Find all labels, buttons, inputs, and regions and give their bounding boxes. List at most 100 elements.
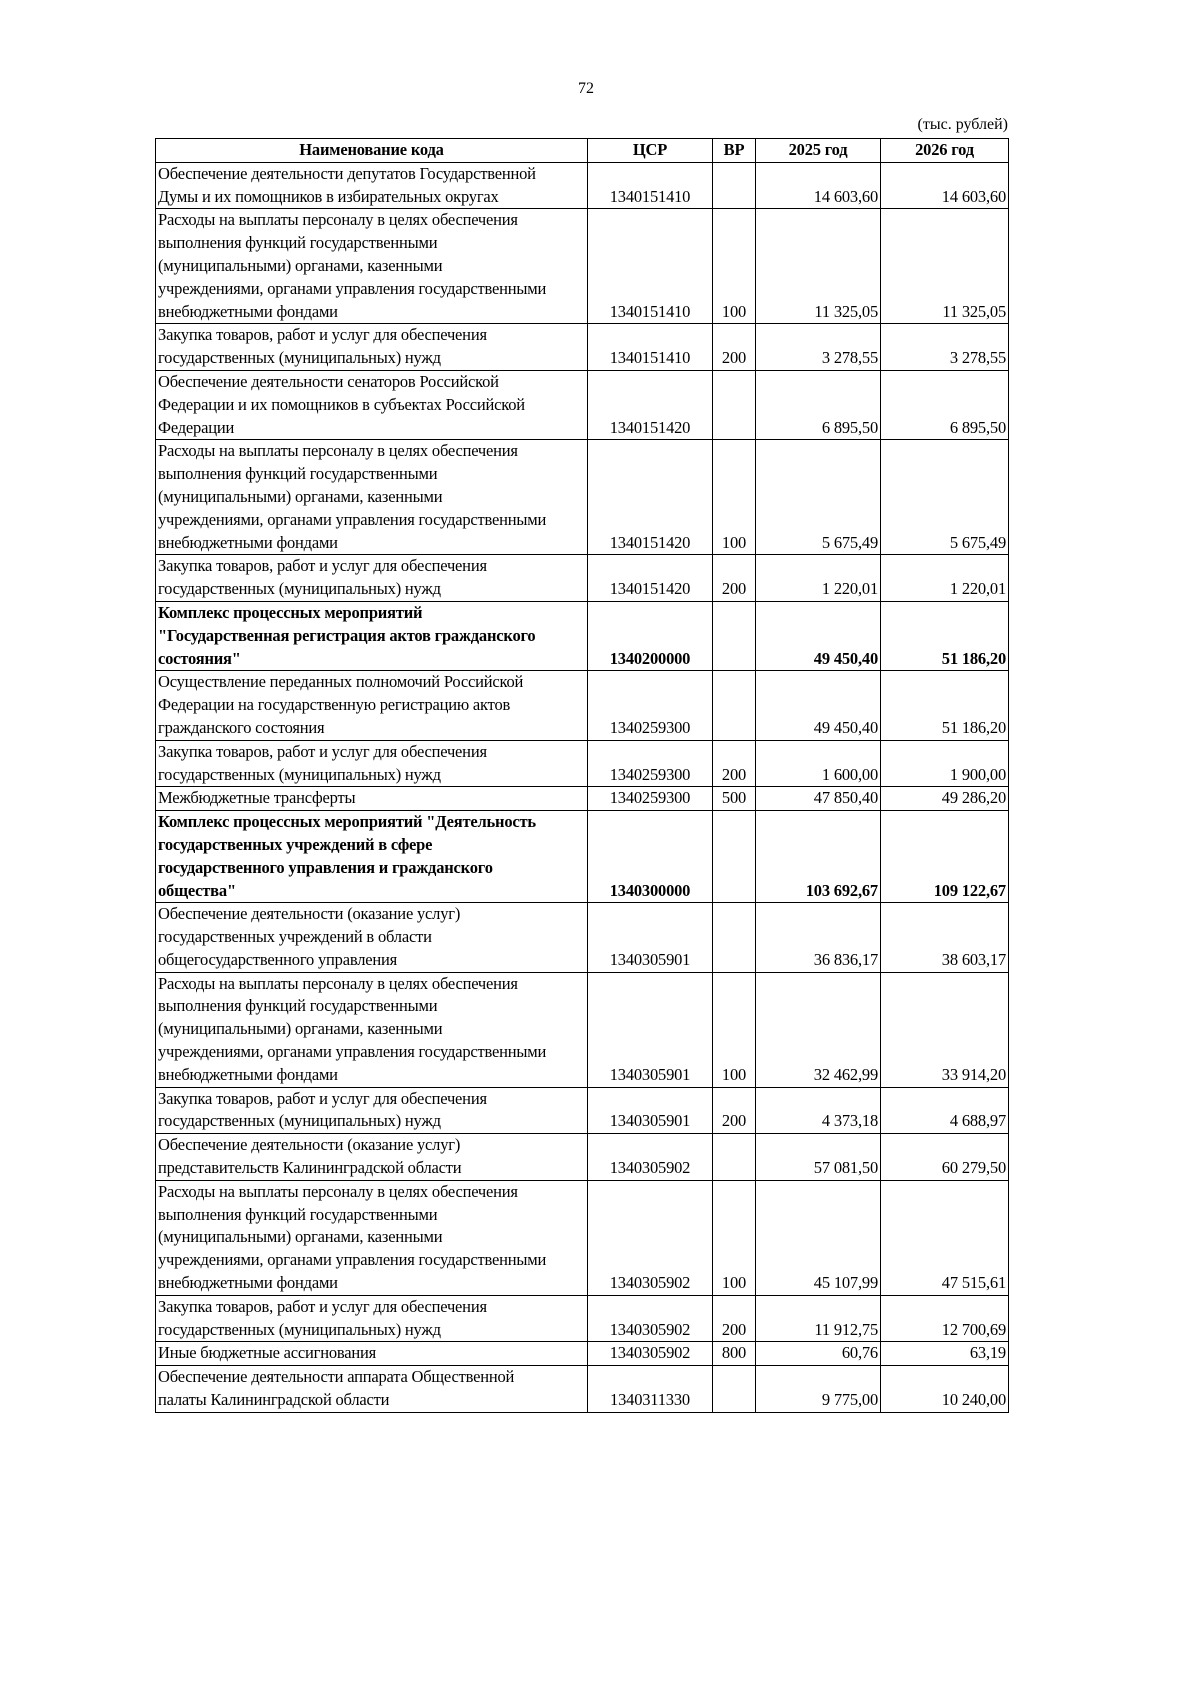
cell-2026: 5 675,49 (880, 439, 1009, 556)
cell-csr: 1340259300 (587, 786, 713, 812)
cell-name: Закупка товаров, работ и услуг для обесп… (155, 1294, 588, 1343)
cell-csr: 1340151410 (587, 208, 713, 325)
cell-vr: 800 (712, 1341, 756, 1367)
cell-name: Расходы на выплаты персоналу в целях обе… (155, 971, 588, 1088)
cell-name: Закупка товаров, работ и услуг для обесп… (155, 554, 588, 602)
cell-name: Межбюджетные трансферты (155, 786, 588, 812)
cell-csr: 1340305902 (587, 1341, 713, 1367)
cell-vr: 100 (712, 439, 756, 556)
cell-name: Расходы на выплаты персоналу в целях обе… (155, 208, 588, 325)
cell-csr: 1340151420 (587, 554, 713, 602)
cell-name: Закупка товаров, работ и услуг для обесп… (155, 739, 588, 788)
cell-2025: 3 278,55 (755, 323, 881, 371)
cell-2026: 51 186,20 (880, 670, 1009, 741)
cell-csr: 1340151410 (587, 323, 713, 371)
cell-2026: 38 603,17 (880, 902, 1009, 973)
table-row: Осуществление переданных полномочий Росс… (155, 670, 1009, 741)
table-row: Закупка товаров, работ и услуг для обесп… (155, 554, 1009, 602)
table-row: Обеспечение деятельности депутатов Госуд… (155, 161, 1009, 210)
cell-2025: 11 912,75 (755, 1294, 881, 1343)
cell-2026: 11 325,05 (880, 208, 1009, 325)
cell-2025: 49 450,40 (755, 670, 881, 741)
cell-name: Расходы на выплаты персоналу в целях обе… (155, 439, 588, 556)
cell-name: Осуществление переданных полномочий Росс… (155, 670, 588, 741)
cell-2025: 1 600,00 (755, 739, 881, 788)
header-name: Наименование кода (155, 138, 588, 163)
cell-csr: 1340305902 (587, 1133, 713, 1181)
cell-csr: 1340151420 (587, 439, 713, 556)
cell-csr: 1340305902 (587, 1179, 713, 1296)
cell-csr: 1340151420 (587, 369, 713, 441)
cell-2025: 32 462,99 (755, 971, 881, 1088)
table-row: Обеспечение деятельности сенаторов Росси… (155, 369, 1009, 441)
cell-name: Расходы на выплаты персоналу в целях обе… (155, 1179, 588, 1296)
table-row: Обеспечение деятельности (оказание услуг… (155, 902, 1009, 973)
cell-2025: 36 836,17 (755, 902, 881, 973)
cell-name: Комплекс процессных мероприятий "Государ… (155, 600, 588, 672)
cell-vr (712, 902, 756, 973)
cell-vr: 200 (712, 554, 756, 602)
cell-vr (712, 600, 756, 672)
cell-2025: 103 692,67 (755, 810, 881, 904)
table-row: Закупка товаров, работ и услуг для обесп… (155, 1086, 1009, 1135)
cell-2025: 57 081,50 (755, 1133, 881, 1181)
cell-vr: 200 (712, 1294, 756, 1343)
cell-csr: 1340200000 (587, 600, 713, 672)
table-row: Комплекс процессных мероприятий "Государ… (155, 600, 1009, 672)
cell-vr (712, 670, 756, 741)
cell-2025: 45 107,99 (755, 1179, 881, 1296)
cell-2025: 47 850,40 (755, 786, 881, 812)
cell-csr: 1340305901 (587, 1086, 713, 1135)
cell-2025: 11 325,05 (755, 208, 881, 325)
cell-name: Обеспечение деятельности (оказание услуг… (155, 902, 588, 973)
budget-table: Наименование кода ЦСР ВР 2025 год 2026 г… (155, 138, 1009, 1413)
cell-vr (712, 369, 756, 441)
table-row: Обеспечение деятельности (оказание услуг… (155, 1133, 1009, 1181)
cell-csr: 1340311330 (587, 1365, 713, 1413)
cell-2026: 3 278,55 (880, 323, 1009, 371)
cell-2025: 49 450,40 (755, 600, 881, 672)
cell-csr: 1340300000 (587, 810, 713, 904)
cell-name: Обеспечение деятельности аппарата Общест… (155, 1365, 588, 1413)
header-vr: ВР (712, 138, 756, 163)
table-row: Расходы на выплаты персоналу в целях обе… (155, 439, 1009, 556)
table-row: Закупка товаров, работ и услуг для обесп… (155, 1294, 1009, 1343)
cell-csr: 1340259300 (587, 670, 713, 741)
table-row: Комплекс процессных мероприятий "Деятель… (155, 810, 1009, 904)
cell-name: Закупка товаров, работ и услуг для обесп… (155, 323, 588, 371)
cell-name: Комплекс процессных мероприятий "Деятель… (155, 810, 588, 904)
cell-vr: 200 (712, 1086, 756, 1135)
cell-vr (712, 161, 756, 210)
cell-vr: 100 (712, 208, 756, 325)
table-row: Расходы на выплаты персоналу в целях обе… (155, 208, 1009, 325)
cell-2026: 47 515,61 (880, 1179, 1009, 1296)
cell-vr (712, 810, 756, 904)
table-row: Иные бюджетные ассигнования 1340305902 800… (155, 1341, 1009, 1367)
cell-2026: 63,19 (880, 1341, 1009, 1367)
table-body: Обеспечение деятельности депутатов Госуд… (155, 161, 1009, 1413)
cell-csr: 1340259300 (587, 739, 713, 788)
cell-2026: 51 186,20 (880, 600, 1009, 672)
cell-2026: 1 900,00 (880, 739, 1009, 788)
cell-2026: 4 688,97 (880, 1086, 1009, 1135)
cell-csr: 1340305901 (587, 902, 713, 973)
cell-2026: 1 220,01 (880, 554, 1009, 602)
cell-name: Обеспечение деятельности сенаторов Росси… (155, 369, 588, 441)
cell-csr: 1340151410 (587, 161, 713, 210)
cell-vr: 100 (712, 971, 756, 1088)
page-number: 72 (578, 80, 594, 97)
units-label: (тыс. рублей) (917, 116, 1008, 133)
cell-2025: 9 775,00 (755, 1365, 881, 1413)
cell-vr: 200 (712, 323, 756, 371)
table-row: Расходы на выплаты персоналу в целях обе… (155, 971, 1009, 1088)
cell-2026: 14 603,60 (880, 161, 1009, 210)
cell-2026: 6 895,50 (880, 369, 1009, 441)
cell-vr: 500 (712, 786, 756, 812)
cell-2025: 14 603,60 (755, 161, 881, 210)
cell-name: Обеспечение деятельности депутатов Госуд… (155, 161, 588, 210)
cell-name: Закупка товаров, работ и услуг для обесп… (155, 1086, 588, 1135)
cell-name: Обеспечение деятельности (оказание услуг… (155, 1133, 588, 1181)
table-row: Межбюджетные трансферты 1340259300 500 47 8… (155, 786, 1009, 812)
cell-2025: 5 675,49 (755, 439, 881, 556)
cell-csr: 1340305902 (587, 1294, 713, 1343)
